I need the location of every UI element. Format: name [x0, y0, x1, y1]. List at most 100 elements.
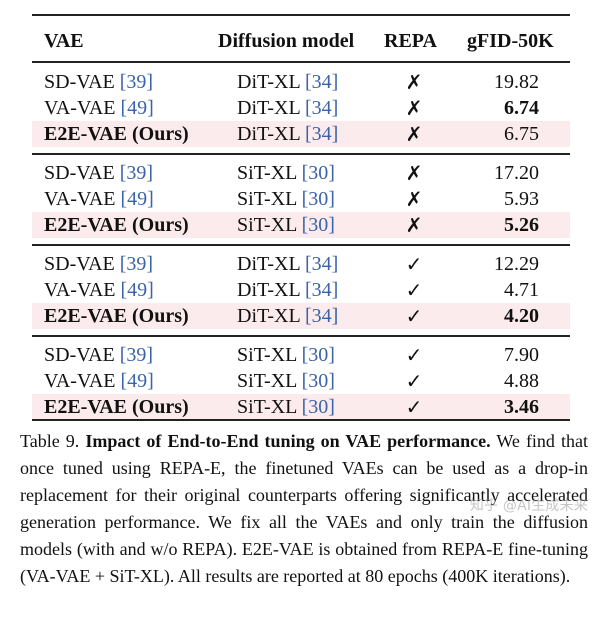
gfid-value: 6.75	[504, 123, 539, 145]
gfid-value: 3.46	[504, 396, 539, 418]
diffusion-model-reference-link[interactable]: [34]	[304, 305, 339, 327]
vae-cell: VA-VAE [49]	[44, 95, 154, 121]
table-header: VAE Diffusion model REPA gFID-50K	[32, 21, 570, 61]
check-icon: ✓	[405, 369, 423, 393]
diffusion-model-reference-link[interactable]: [34]	[304, 71, 339, 93]
vae-cell: SD-VAE [39]	[44, 69, 153, 95]
diffusion-model-reference-link[interactable]: [34]	[304, 279, 339, 301]
vae-name: VA-VAE	[44, 279, 116, 301]
table-row: VA-VAE [49] DiT-XL [34] ✓ 4.71	[32, 277, 570, 303]
vae-name: VA-VAE	[44, 188, 116, 210]
diffusion-model-cell: DiT-XL [34]	[237, 251, 338, 277]
check-icon: ✓	[405, 343, 423, 367]
diffusion-model-reference-link[interactable]: [30]	[301, 188, 335, 210]
cross-icon: ✗	[405, 161, 423, 185]
diffusion-model-reference-link[interactable]: [30]	[301, 214, 335, 236]
table-row: VA-VAE [49] SiT-XL [30] ✗ 5.93	[32, 186, 570, 212]
vae-reference-link[interactable]: [49]	[120, 279, 154, 301]
vae-name: SD-VAE	[44, 71, 115, 93]
header-vae: VAE	[44, 30, 84, 52]
gfid-value: 6.74	[504, 97, 539, 119]
diffusion-model-cell: DiT-XL [34]	[237, 277, 338, 303]
header-repa: REPA	[384, 30, 437, 52]
caption-label: Table 9.	[20, 431, 80, 451]
group-separator-rule	[32, 335, 570, 337]
table-row: VA-VAE [49] DiT-XL [34] ✗ 6.74	[32, 95, 570, 121]
results-table: VAE Diffusion model REPA gFID-50K SD-VAE…	[32, 14, 570, 421]
diffusion-model-reference-link[interactable]: [34]	[304, 97, 339, 119]
diffusion-model-name: SiT-XL	[237, 162, 297, 184]
diffusion-model-name: SiT-XL	[237, 396, 297, 418]
group-separator-rule	[32, 153, 570, 155]
diffusion-model-name: SiT-XL	[237, 214, 297, 236]
check-icon: ✓	[405, 304, 423, 328]
table-row: E2E-VAE (Ours) DiT-XL [34] ✗ 6.75	[32, 121, 570, 147]
vae-cell: VA-VAE [49]	[44, 277, 154, 303]
diffusion-model-name: DiT-XL	[237, 123, 300, 145]
diffusion-model-reference-link[interactable]: [34]	[304, 123, 339, 145]
caption-title: Impact of End-to-End tuning on VAE perfo…	[85, 431, 491, 451]
diffusion-model-name: DiT-XL	[237, 97, 300, 119]
vae-name: SD-VAE	[44, 162, 115, 184]
cross-icon: ✗	[405, 187, 423, 211]
table-row: SD-VAE [39] SiT-XL [30] ✗ 17.20	[32, 160, 570, 186]
table-row: SD-VAE [39] SiT-XL [30] ✓ 7.90	[32, 342, 570, 368]
diffusion-model-reference-link[interactable]: [30]	[301, 396, 335, 418]
gfid-value: 12.29	[494, 253, 539, 275]
caption-paragraph: Table 9. Impact of End-to-End tuning on …	[20, 428, 588, 590]
vae-name: E2E-VAE (Ours)	[44, 214, 189, 236]
table-row: SD-VAE [39] DiT-XL [34] ✓ 12.29	[32, 251, 570, 277]
vae-reference-link[interactable]: [39]	[119, 344, 154, 366]
diffusion-model-cell: SiT-XL [30]	[237, 368, 335, 394]
diffusion-model-name: SiT-XL	[237, 344, 297, 366]
vae-cell: VA-VAE [49]	[44, 186, 154, 212]
gfid-value: 17.20	[494, 162, 539, 184]
diffusion-model-cell: DiT-XL [34]	[237, 121, 338, 147]
vae-reference-link[interactable]: [39]	[119, 253, 154, 275]
gfid-value: 4.20	[504, 305, 539, 327]
gfid-value: 5.93	[504, 188, 539, 210]
check-icon: ✓	[405, 395, 423, 419]
header-diffusion-model: Diffusion model	[218, 30, 355, 52]
diffusion-model-cell: DiT-XL [34]	[237, 95, 338, 121]
top-rule	[32, 14, 570, 16]
vae-cell: E2E-VAE (Ours)	[44, 212, 189, 238]
diffusion-model-reference-link[interactable]: [30]	[301, 344, 335, 366]
gfid-value: 7.90	[504, 344, 539, 366]
diffusion-model-cell: SiT-XL [30]	[237, 160, 335, 186]
header-gfid: gFID-50K	[467, 30, 554, 52]
vae-cell: E2E-VAE (Ours)	[44, 394, 189, 420]
vae-reference-link[interactable]: [49]	[120, 97, 154, 119]
diffusion-model-reference-link[interactable]: [30]	[301, 370, 335, 392]
vae-reference-link[interactable]: [39]	[119, 162, 154, 184]
table-caption: Table 9. Impact of End-to-End tuning on …	[20, 428, 588, 590]
check-icon: ✓	[405, 278, 423, 302]
gfid-value: 4.88	[504, 370, 539, 392]
table-row: SD-VAE [39] DiT-XL [34] ✗ 19.82	[32, 69, 570, 95]
vae-cell: E2E-VAE (Ours)	[44, 303, 189, 329]
vae-name: SD-VAE	[44, 344, 115, 366]
vae-name: E2E-VAE (Ours)	[44, 305, 189, 327]
vae-name: E2E-VAE (Ours)	[44, 123, 189, 145]
diffusion-model-reference-link[interactable]: [34]	[304, 253, 339, 275]
diffusion-model-name: DiT-XL	[237, 305, 300, 327]
diffusion-model-name: DiT-XL	[237, 253, 300, 275]
table-row: E2E-VAE (Ours) DiT-XL [34] ✓ 4.20	[32, 303, 570, 329]
diffusion-model-reference-link[interactable]: [30]	[301, 162, 335, 184]
vae-reference-link[interactable]: [49]	[120, 188, 154, 210]
table-row: VA-VAE [49] SiT-XL [30] ✓ 4.88	[32, 368, 570, 394]
cross-icon: ✗	[405, 96, 423, 120]
gfid-value: 19.82	[494, 71, 539, 93]
cross-icon: ✗	[405, 122, 423, 146]
vae-cell: E2E-VAE (Ours)	[44, 121, 189, 147]
cross-icon: ✗	[405, 70, 423, 94]
vae-name: SD-VAE	[44, 253, 115, 275]
vae-reference-link[interactable]: [49]	[120, 370, 154, 392]
vae-reference-link[interactable]: [39]	[119, 71, 154, 93]
caption-body: We find that once tuned using REPA-E, th…	[20, 431, 588, 586]
diffusion-model-name: DiT-XL	[237, 279, 300, 301]
check-icon: ✓	[405, 252, 423, 276]
table-row: E2E-VAE (Ours) SiT-XL [30] ✗ 5.26	[32, 212, 570, 238]
gfid-value: 5.26	[504, 214, 539, 236]
